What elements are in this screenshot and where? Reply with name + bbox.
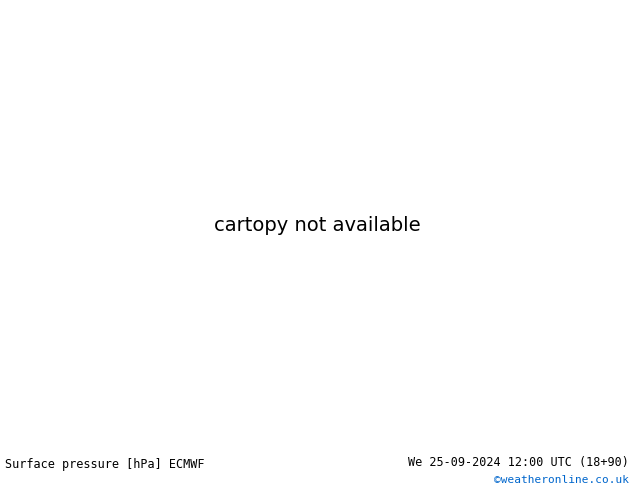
Text: ©weatheronline.co.uk: ©weatheronline.co.uk [494,475,629,485]
Text: We 25-09-2024 12:00 UTC (18+90): We 25-09-2024 12:00 UTC (18+90) [408,456,629,468]
Text: Surface pressure [hPa] ECMWF: Surface pressure [hPa] ECMWF [5,458,205,470]
Text: cartopy not available: cartopy not available [214,216,420,235]
